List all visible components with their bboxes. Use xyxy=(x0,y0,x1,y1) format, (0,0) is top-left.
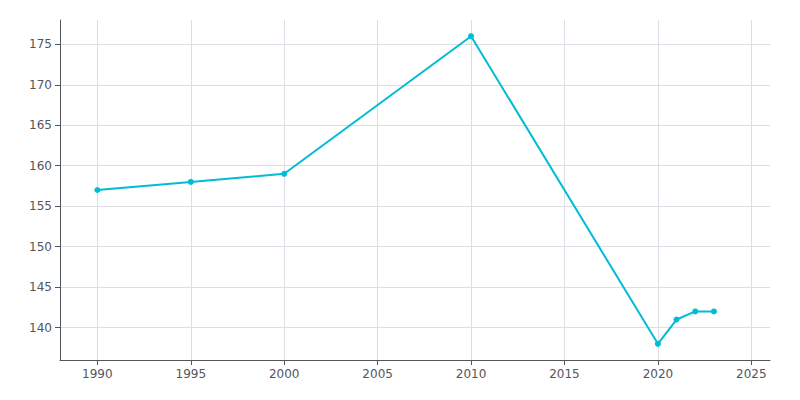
svg-text:1990: 1990 xyxy=(82,367,113,381)
svg-text:150: 150 xyxy=(29,240,52,254)
svg-text:170: 170 xyxy=(29,78,52,92)
svg-text:2010: 2010 xyxy=(456,367,487,381)
svg-text:165: 165 xyxy=(29,118,52,132)
svg-text:2020: 2020 xyxy=(643,367,674,381)
svg-text:2005: 2005 xyxy=(362,367,393,381)
svg-text:175: 175 xyxy=(29,37,52,51)
svg-text:2025: 2025 xyxy=(736,367,767,381)
svg-text:2000: 2000 xyxy=(269,367,300,381)
svg-text:140: 140 xyxy=(29,321,52,335)
svg-text:1995: 1995 xyxy=(176,367,207,381)
svg-text:145: 145 xyxy=(29,280,52,294)
svg-text:155: 155 xyxy=(29,199,52,213)
svg-text:2015: 2015 xyxy=(549,367,580,381)
svg-text:160: 160 xyxy=(29,159,52,173)
